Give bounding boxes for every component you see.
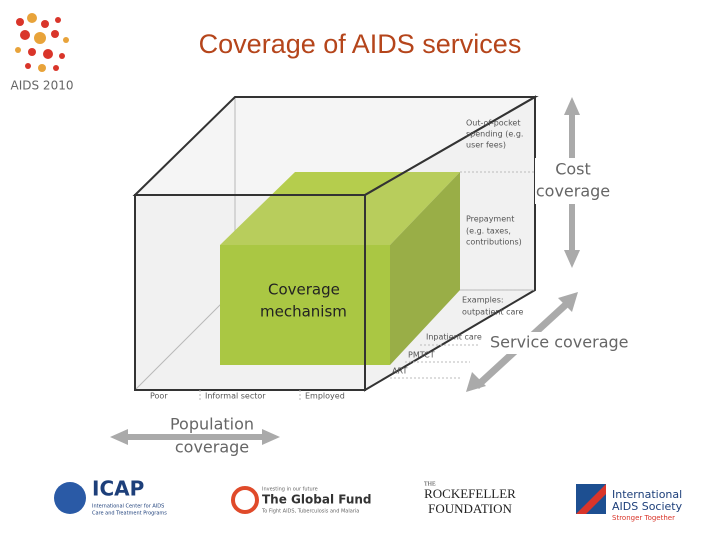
- cube-diagram: Coverage mechanism Out-of-pocket spendin…: [110, 95, 629, 457]
- slide-title: Coverage of AIDS services: [199, 29, 522, 59]
- cost-axis-label: Cost: [555, 160, 591, 179]
- rf-text: ROCKEFELLER: [424, 486, 516, 501]
- icap-text: International Center for AIDS: [92, 504, 164, 510]
- mechanism-label: mechanism: [260, 303, 347, 321]
- service-label: PMTCT: [408, 351, 435, 360]
- icap-text: Care and Treatment Programs: [92, 511, 167, 517]
- cost-label: contributions): [466, 238, 522, 247]
- sponsor-logos: ICAP International Center for AIDS Care …: [54, 477, 683, 522]
- rf-text: FOUNDATION: [428, 501, 512, 516]
- cost-label: Prepayment: [466, 215, 514, 224]
- service-label: Examples:: [462, 296, 504, 305]
- gf-text: To Fight AIDS, Tuberculosis and Malaria: [261, 509, 359, 515]
- population-axis-label: coverage: [175, 438, 249, 457]
- population-label: Employed: [305, 392, 345, 401]
- population-label: Poor: [150, 392, 168, 401]
- ias-text: International: [612, 488, 682, 501]
- cost-label: Out-of-pocket: [466, 119, 520, 128]
- cost-label: user fees): [466, 141, 506, 150]
- cost-label: (e.g. taxes,: [466, 227, 511, 236]
- rf-text: THE: [424, 481, 436, 487]
- service-label: Inpatient care: [426, 333, 482, 342]
- gf-text: Investing in our future: [262, 487, 318, 493]
- service-label: ART: [392, 367, 407, 376]
- ias-text: AIDS Society: [612, 500, 683, 513]
- population-axis-label: Population: [170, 415, 254, 434]
- ias-text: Stronger Together: [612, 514, 675, 522]
- logo-text: AIDS 2010: [11, 79, 74, 93]
- icap-name: ICAP: [92, 477, 144, 501]
- population-label: Informal sector: [205, 392, 266, 401]
- service-label: outpatient care: [462, 308, 524, 317]
- aids-logo: AIDS 2010: [11, 13, 74, 93]
- mechanism-label: Coverage: [268, 281, 340, 299]
- service-axis-label: Service coverage: [490, 333, 629, 352]
- cost-axis-label: coverage: [536, 182, 610, 201]
- gf-name: The Global Fund: [262, 493, 372, 507]
- cost-label: spending (e.g.: [466, 130, 523, 139]
